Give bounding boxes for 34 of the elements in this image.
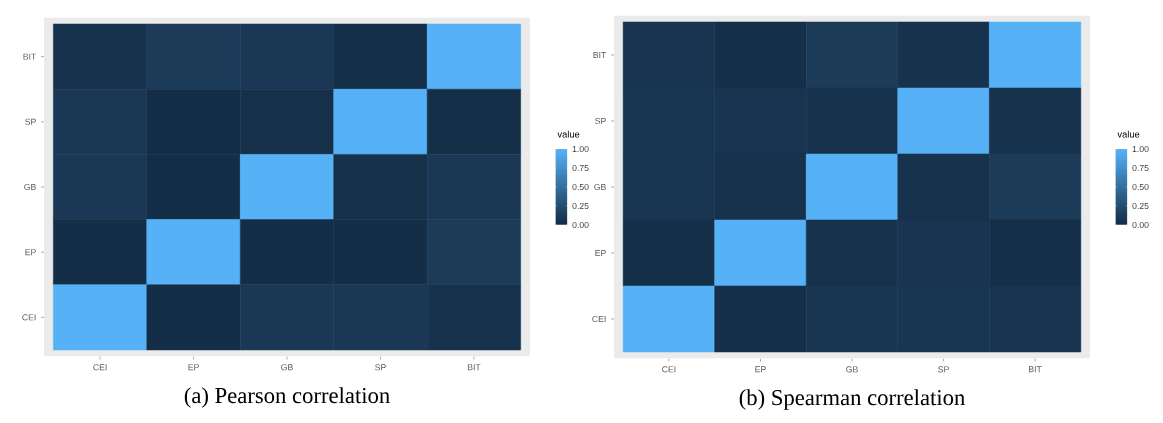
y-tick-label: GB — [24, 183, 36, 191]
x-tick-label: SP — [938, 366, 949, 373]
x-tick-label: BIT — [1029, 366, 1042, 373]
text: (b) Spearman correlation — [739, 389, 965, 410]
color-bar-label: 0.50 — [1132, 183, 1149, 191]
color-bar-label: 0.25 — [1132, 202, 1149, 210]
color-bar-title: value — [557, 130, 580, 138]
x-tick-label: EP — [755, 366, 766, 373]
color-bar-title: value — [1117, 130, 1140, 138]
x-tick-label: SP — [375, 364, 386, 371]
x-tick-label: CEI — [93, 364, 107, 371]
y-tick-label: GB — [594, 183, 606, 191]
x-tick-label: GB — [281, 364, 293, 371]
y-tick-label: EP — [25, 249, 36, 256]
x-tick-label: EP — [188, 364, 199, 371]
color-bar-label: 1.00 — [572, 145, 589, 153]
x-tick-label: BIT — [467, 364, 481, 371]
y-tick-label: EP — [595, 250, 606, 256]
color-bar-label: 1.00 — [1132, 145, 1149, 153]
color-bar-label: 0.75 — [572, 164, 589, 172]
color-bar-label: 0.25 — [572, 202, 589, 210]
y-tick-label: CEI — [22, 314, 36, 321]
y-tick-label: SP — [25, 118, 36, 125]
y-tick-label: SP — [595, 117, 606, 125]
y-tick-label: BIT — [593, 52, 607, 58]
color-bar-label: 0.00 — [1132, 221, 1149, 229]
y-tick-label: BIT — [23, 53, 37, 60]
x-tick-label: CEI — [662, 366, 676, 373]
x-tick-label: GB — [846, 366, 858, 373]
color-bar-label: 0.00 — [572, 221, 589, 229]
color-bar-label: 0.75 — [1132, 164, 1149, 172]
text: (a) Pearson correlation — [184, 387, 390, 408]
y-tick-label: CEI — [592, 315, 606, 323]
color-bar-label: 0.50 — [572, 183, 589, 191]
